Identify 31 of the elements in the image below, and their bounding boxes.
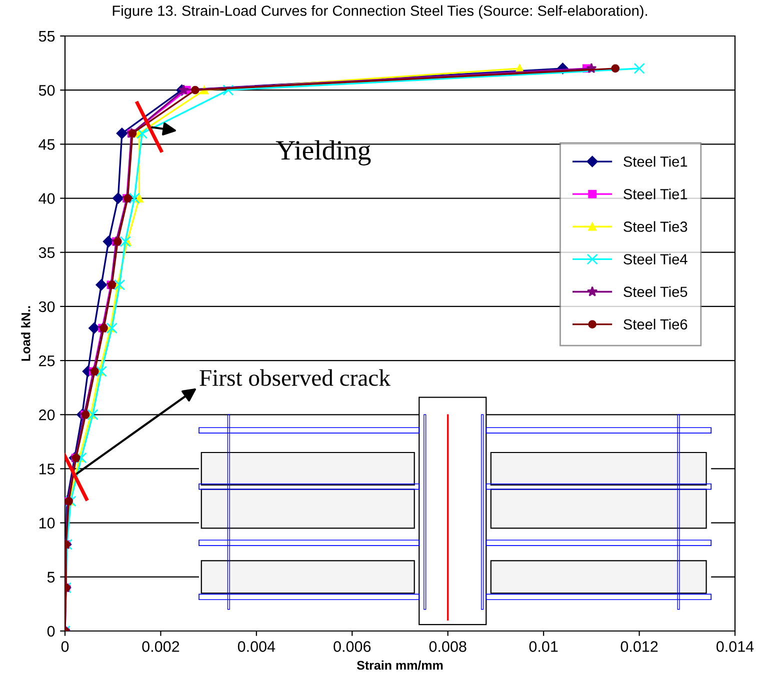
x-tick-label: 0.002: [142, 641, 180, 652]
y-axis-title: Load kN..: [21, 306, 30, 361]
y-tick-label: 40: [38, 193, 55, 204]
x-tick-label: 0.006: [334, 641, 371, 652]
x-tick-label: 0: [61, 641, 69, 652]
legend-label: Steel Tie5: [624, 286, 688, 297]
x-axis-title: Strain mm/mm: [356, 660, 443, 670]
x-tick-label: 0.01: [529, 641, 558, 652]
y-tick-label: 45: [38, 139, 55, 150]
annotation: First observed crack: [200, 369, 390, 386]
legend-label: Steel Tie6: [624, 318, 688, 330]
x-tick-label: 0.012: [620, 641, 658, 652]
x-tick-label: 0.004: [238, 641, 276, 652]
legend-label: Steel Tie1: [624, 188, 688, 200]
y-tick-label: 55: [38, 31, 55, 42]
legend-label: Steel Tie4: [624, 254, 688, 264]
annotation: Yielding: [276, 140, 371, 166]
y-tick-label: 35: [38, 247, 55, 258]
x-tick-label: 0.008: [429, 641, 466, 652]
legend-label: Steel Tie1: [624, 156, 688, 167]
legend-label: Steel Tie3: [624, 221, 688, 232]
y-tick-label: 25: [39, 355, 55, 366]
y-tick-label: 15: [39, 464, 55, 474]
y-tick-label: 5: [47, 572, 55, 583]
y-tick-label: 0: [47, 626, 55, 637]
y-tick-label: 20: [39, 410, 55, 420]
y-tick-label: 50: [38, 84, 55, 96]
y-tick-label: 10: [39, 518, 55, 529]
chart-title: Figure 13. Strain-Load Curves for Connection Steel Ties (Source: Self-elaboration).: [112, 5, 647, 19]
y-tick-label: 30: [38, 301, 55, 312]
x-tick-label: 0.014: [716, 641, 754, 652]
